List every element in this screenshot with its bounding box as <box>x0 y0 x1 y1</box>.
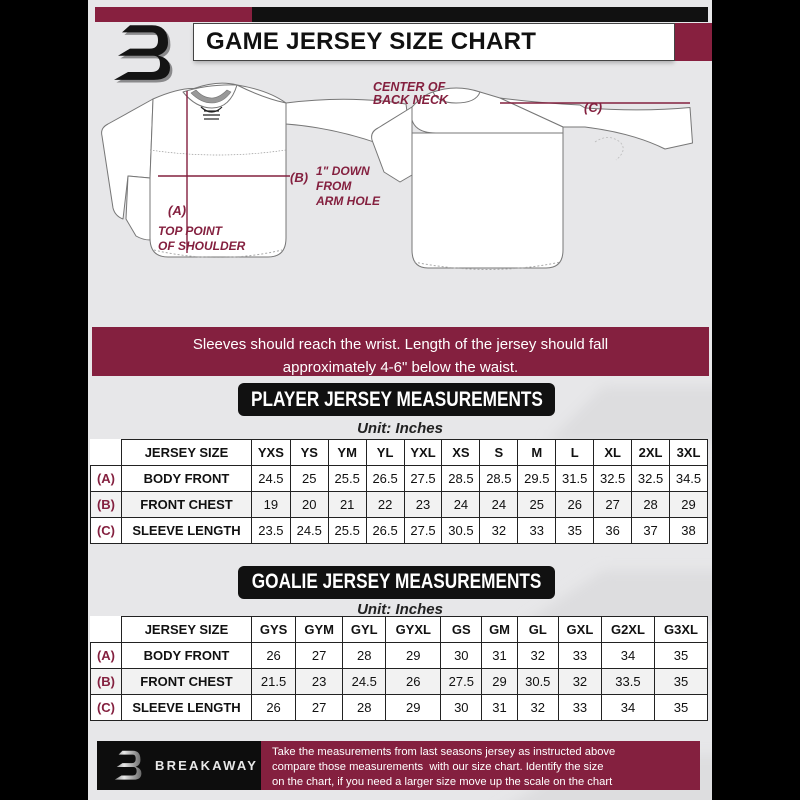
svg-text:BACK NECK: BACK NECK <box>373 93 449 107</box>
svg-text:(A): (A) <box>168 203 186 218</box>
svg-text:(C): (C) <box>584 100 602 115</box>
svg-text:(B): (B) <box>290 170 308 185</box>
svg-text:FROM: FROM <box>316 179 352 193</box>
svg-text:1" DOWN: 1" DOWN <box>316 164 370 178</box>
svg-text:ARM HOLE: ARM HOLE <box>315 194 381 208</box>
svg-text:OF SHOULDER: OF SHOULDER <box>158 239 246 253</box>
svg-text:CENTER OF: CENTER OF <box>373 80 446 94</box>
svg-text:TOP POINT: TOP POINT <box>158 224 224 238</box>
